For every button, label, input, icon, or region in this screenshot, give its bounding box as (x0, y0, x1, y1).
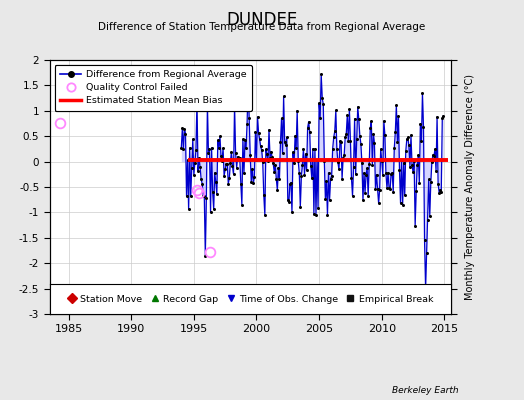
Legend: Difference from Regional Average, Quality Control Failed, Estimated Station Mean: Difference from Regional Average, Qualit… (54, 65, 252, 111)
Text: Difference of Station Temperature Data from Regional Average: Difference of Station Temperature Data f… (99, 22, 425, 32)
Text: Berkeley Earth: Berkeley Earth (392, 386, 458, 395)
Text: DUNDEE: DUNDEE (226, 11, 298, 29)
Y-axis label: Monthly Temperature Anomaly Difference (°C): Monthly Temperature Anomaly Difference (… (465, 74, 475, 300)
Legend: Station Move, Record Gap, Time of Obs. Change, Empirical Break: Station Move, Record Gap, Time of Obs. C… (64, 292, 436, 306)
